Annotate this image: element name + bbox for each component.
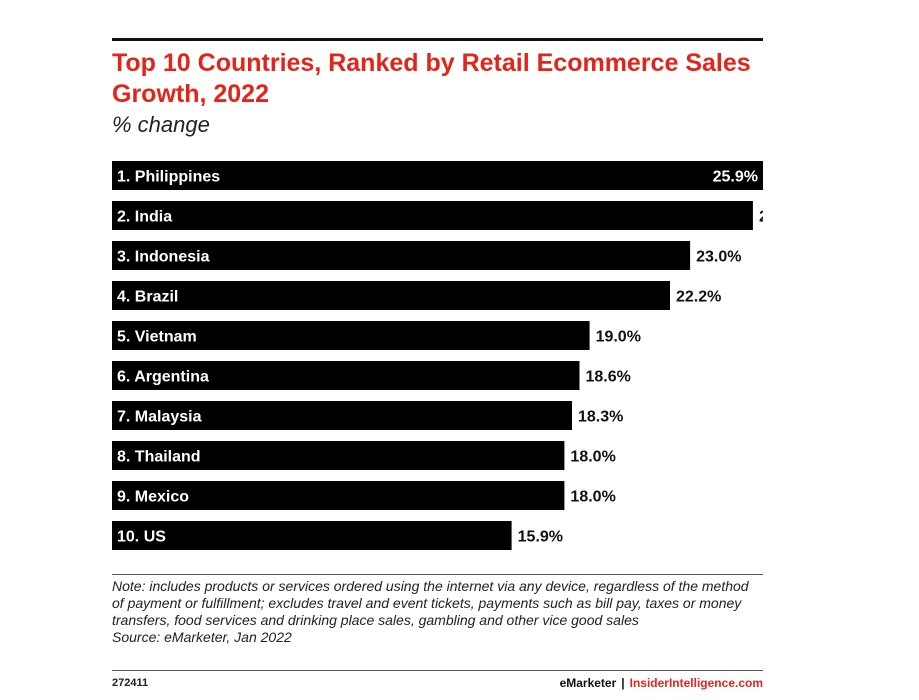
brand-insiderintelligence-link[interactable]: InsiderIntelligence.com	[629, 676, 763, 690]
bar-1	[112, 161, 763, 190]
bar-category-label: 1. Philippines	[117, 169, 220, 186]
footer-divider	[112, 670, 763, 671]
bar-value-label: 23.0%	[696, 249, 741, 266]
brand-emarketer: eMarketer	[559, 676, 617, 690]
bar-category-label: 3. Indonesia	[117, 249, 210, 266]
bar-9	[112, 481, 565, 510]
bar-4	[112, 281, 670, 310]
bar-chart: 1. Philippines 25.9% 2. India 25.5% 3. Indon…	[112, 161, 763, 550]
chart-note-block: Note: includes products or services orde…	[112, 578, 763, 646]
bar-value-label: 18.0%	[570, 489, 615, 506]
bar-value-label: 22.2%	[676, 289, 721, 306]
top-rule	[112, 38, 763, 41]
bar-2	[112, 201, 753, 230]
brand-separator: |	[621, 676, 625, 690]
bar-5	[112, 321, 590, 350]
bar-7	[112, 401, 572, 430]
chart-source: Source: eMarketer, Jan 2022	[112, 629, 292, 645]
chart-id: 272411	[112, 677, 149, 689]
bar-category-label: 10. US	[117, 529, 166, 546]
bar-category-label: 6. Argentina	[117, 369, 209, 386]
bar-value-label: 18.6%	[586, 369, 631, 386]
chart-note: Note: includes products or services orde…	[112, 578, 749, 628]
bar-category-label: 7. Malaysia	[117, 409, 202, 426]
bar-value-label: 25.9%	[713, 169, 758, 186]
bar-value-label: 25.5%	[759, 209, 763, 226]
bar-category-label: 8. Thailand	[117, 449, 201, 466]
bar-value-label: 18.0%	[570, 449, 615, 466]
bar-value-label: 18.3%	[578, 409, 623, 426]
bar-category-label: 2. India	[117, 209, 172, 226]
bar-value-label: 19.0%	[596, 329, 641, 346]
bar-8	[112, 441, 565, 470]
chart-title: Top 10 Countries, Ranked by Retail Ecomm…	[112, 49, 751, 108]
bar-category-label: 4. Brazil	[117, 289, 178, 306]
bar-3	[112, 241, 691, 270]
bar-6	[112, 361, 580, 390]
footer-brand: eMarketer | InsiderIntelligence.com	[560, 676, 763, 690]
bar-category-label: 5. Vietnam	[117, 329, 197, 346]
bar-category-label: 9. Mexico	[117, 489, 189, 506]
bar-10	[112, 521, 512, 550]
bar-value-label: 15.9%	[518, 529, 563, 546]
note-divider	[112, 574, 763, 575]
chart-subtitle: % change	[112, 112, 210, 137]
